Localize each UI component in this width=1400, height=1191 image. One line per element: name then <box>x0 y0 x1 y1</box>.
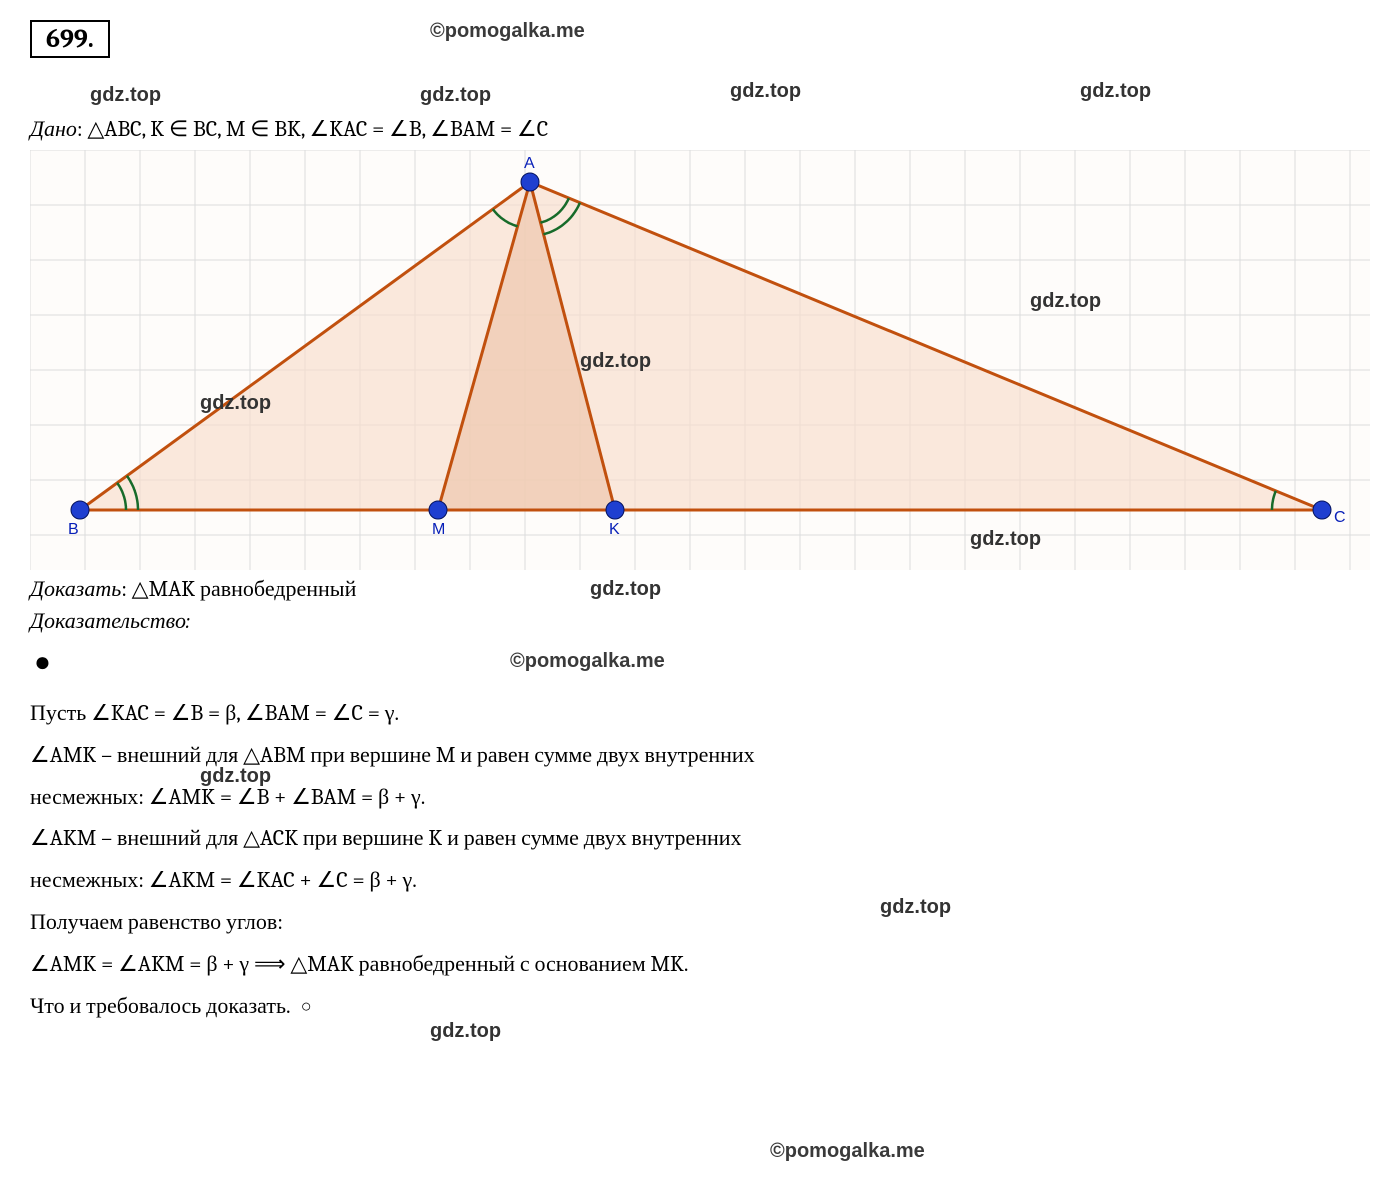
geometry-diagram: A B M K C <box>30 150 1370 570</box>
watermark: gdz.top <box>1080 80 1151 103</box>
prove-label: Доказать <box>30 576 121 602</box>
given-line: Дано: △ABC, K ∈ BC, M ∈ BK, ∠KAC = ∠B, ∠… <box>30 116 1370 142</box>
proof-p5: ∠AMK = ∠AKM = β + γ ⟹ △MAK равнобедренны… <box>30 944 1370 986</box>
watermark: gdz.top <box>420 84 491 107</box>
watermark: gdz.top <box>970 528 1041 551</box>
watermark: ©pomogalka.me <box>770 1140 925 1163</box>
watermark: gdz.top <box>90 84 161 107</box>
watermark: gdz.top <box>880 896 951 919</box>
given-text: : △ABC, K ∈ BC, M ∈ BK, ∠KAC = ∠B, ∠BAM … <box>77 116 548 142</box>
bullet-marker: ● <box>34 646 1370 679</box>
watermark: gdz.top <box>580 350 651 373</box>
problem-number: 699. <box>30 20 110 58</box>
watermark: gdz.top <box>200 765 271 788</box>
diagram-svg: A B M K C <box>30 150 1370 570</box>
given-label: Дано <box>30 116 77 142</box>
proof-label: Доказательство <box>30 608 186 634</box>
svg-text:K: K <box>609 521 620 538</box>
prove-line: Доказать: △MAK равнобедренный <box>30 576 1370 602</box>
proof-p4: Получаем равенство углов: <box>30 902 1370 944</box>
proof-p6: Что и требовалось доказать. ○ <box>30 986 1370 1028</box>
proof-label-line: Доказательство: <box>30 608 1370 634</box>
watermark: gdz.top <box>590 578 661 601</box>
watermark: ©pomogalka.me <box>430 20 585 43</box>
problem-number-value: 699 <box>46 24 88 54</box>
svg-text:C: C <box>1334 509 1346 526</box>
prove-text: : △MAK равнобедренный <box>121 576 356 602</box>
watermark: gdz.top <box>430 1020 501 1043</box>
proof-p3b: несмежных: ∠AKM = ∠KAC + ∠C = β + γ. <box>30 860 1370 902</box>
svg-text:M: M <box>432 521 445 538</box>
watermark: gdz.top <box>1030 290 1101 313</box>
svg-text:B: B <box>68 521 79 538</box>
svg-text:A: A <box>524 155 535 172</box>
qed-marker: ○ <box>301 990 312 1024</box>
proof-colon: : <box>186 608 190 634</box>
watermark: ©pomogalka.me <box>510 650 665 673</box>
proof-p1: Пусть ∠KAC = ∠B = β, ∠BAM = ∠C = γ. <box>30 693 1370 735</box>
watermark: gdz.top <box>730 80 801 103</box>
watermark: gdz.top <box>200 392 271 415</box>
proof-body: Пусть ∠KAC = ∠B = β, ∠BAM = ∠C = γ. ∠AMK… <box>30 693 1370 1027</box>
proof-p3a: ∠AKM – внешний для △ACK при вершине K и … <box>30 818 1370 860</box>
